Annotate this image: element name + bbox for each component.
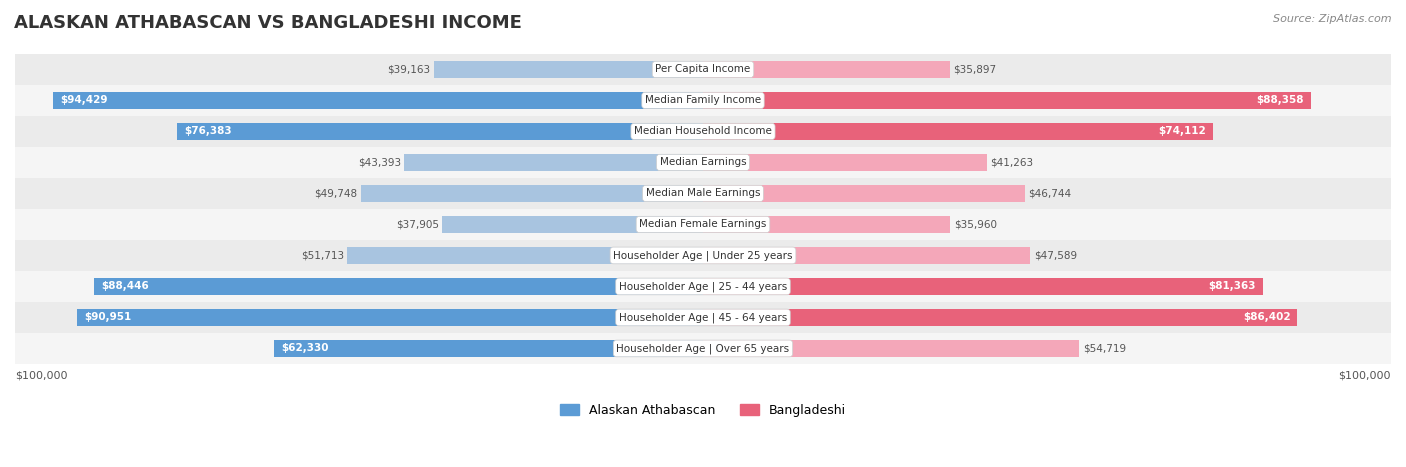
- Text: Householder Age | 25 - 44 years: Householder Age | 25 - 44 years: [619, 281, 787, 292]
- Text: $62,330: $62,330: [281, 343, 329, 354]
- Text: $51,713: $51,713: [301, 250, 344, 261]
- Bar: [15, 54, 1391, 85]
- Bar: [703, 247, 1031, 264]
- Bar: [433, 61, 703, 78]
- Bar: [15, 85, 1391, 116]
- Text: $54,719: $54,719: [1083, 343, 1126, 354]
- Text: Median Male Earnings: Median Male Earnings: [645, 188, 761, 198]
- Text: $47,589: $47,589: [1033, 250, 1077, 261]
- Bar: [94, 278, 703, 295]
- Bar: [405, 154, 703, 171]
- Bar: [703, 340, 1080, 357]
- Text: Median Earnings: Median Earnings: [659, 157, 747, 168]
- Text: ALASKAN ATHABASCAN VS BANGLADESHI INCOME: ALASKAN ATHABASCAN VS BANGLADESHI INCOME: [14, 14, 522, 32]
- Bar: [347, 247, 703, 264]
- Bar: [274, 340, 703, 357]
- Bar: [15, 209, 1391, 240]
- Bar: [443, 216, 703, 233]
- Text: Median Household Income: Median Household Income: [634, 127, 772, 136]
- Text: $100,000: $100,000: [15, 370, 67, 380]
- Bar: [703, 154, 987, 171]
- Text: $49,748: $49,748: [314, 188, 357, 198]
- Bar: [15, 116, 1391, 147]
- Text: Per Capita Income: Per Capita Income: [655, 64, 751, 74]
- Text: $90,951: $90,951: [84, 312, 131, 322]
- Text: Median Family Income: Median Family Income: [645, 95, 761, 106]
- Text: $35,960: $35,960: [953, 219, 997, 229]
- Text: Median Female Earnings: Median Female Earnings: [640, 219, 766, 229]
- Bar: [15, 333, 1391, 364]
- Bar: [15, 147, 1391, 178]
- Text: Source: ZipAtlas.com: Source: ZipAtlas.com: [1274, 14, 1392, 24]
- Bar: [361, 185, 703, 202]
- Bar: [703, 216, 950, 233]
- Text: $39,163: $39,163: [387, 64, 430, 74]
- Text: Householder Age | Over 65 years: Householder Age | Over 65 years: [616, 343, 790, 354]
- Bar: [703, 185, 1025, 202]
- Bar: [703, 61, 950, 78]
- Text: $88,446: $88,446: [101, 282, 149, 291]
- Text: $88,358: $88,358: [1257, 95, 1303, 106]
- Legend: Alaskan Athabascan, Bangladeshi: Alaskan Athabascan, Bangladeshi: [555, 399, 851, 422]
- Text: $94,429: $94,429: [60, 95, 108, 106]
- Text: $43,393: $43,393: [359, 157, 401, 168]
- Bar: [77, 309, 703, 326]
- Bar: [15, 240, 1391, 271]
- Text: $37,905: $37,905: [395, 219, 439, 229]
- Text: Householder Age | 45 - 64 years: Householder Age | 45 - 64 years: [619, 312, 787, 323]
- Bar: [177, 123, 703, 140]
- Bar: [703, 309, 1298, 326]
- Text: $46,744: $46,744: [1028, 188, 1071, 198]
- Bar: [15, 302, 1391, 333]
- Text: Householder Age | Under 25 years: Householder Age | Under 25 years: [613, 250, 793, 261]
- Text: $74,112: $74,112: [1159, 127, 1206, 136]
- Bar: [15, 178, 1391, 209]
- Bar: [703, 92, 1310, 109]
- Text: $35,897: $35,897: [953, 64, 997, 74]
- Bar: [53, 92, 703, 109]
- Bar: [703, 123, 1213, 140]
- Text: $41,263: $41,263: [990, 157, 1033, 168]
- Text: $76,383: $76,383: [184, 127, 232, 136]
- Text: $100,000: $100,000: [1339, 370, 1391, 380]
- Bar: [703, 278, 1263, 295]
- Text: $86,402: $86,402: [1243, 312, 1291, 322]
- Text: $81,363: $81,363: [1208, 282, 1256, 291]
- Bar: [15, 271, 1391, 302]
